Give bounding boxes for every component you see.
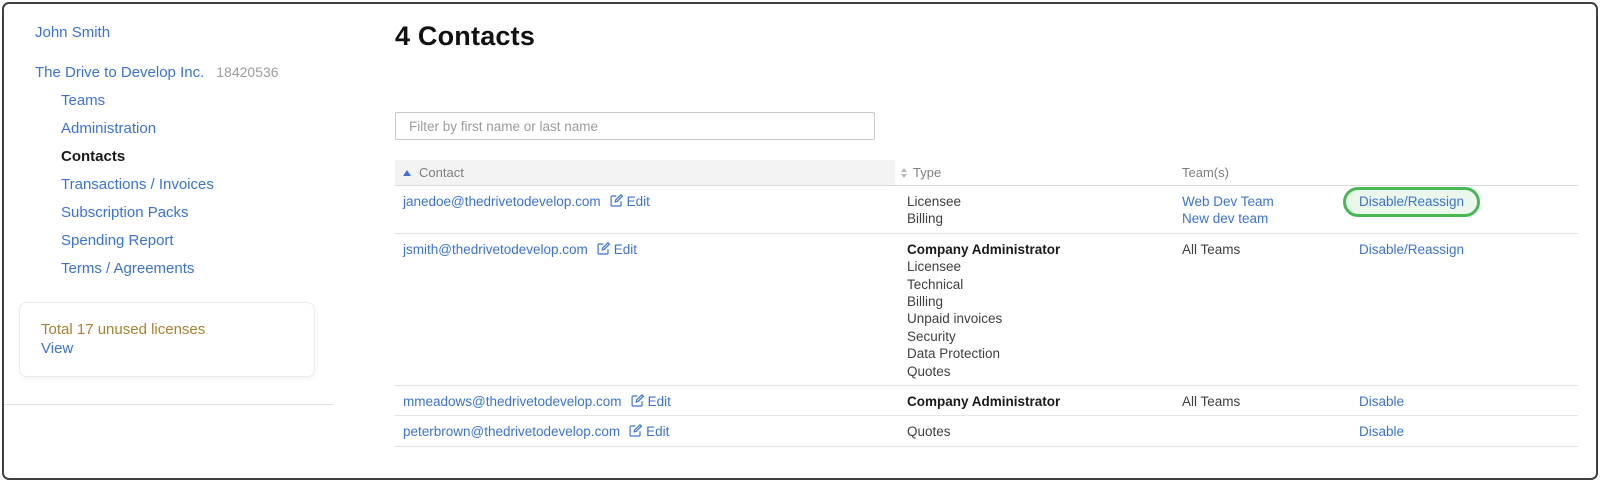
edit-link[interactable]: Edit (610, 193, 650, 210)
type-cell: Company Administrator Licensee Technical Bi… (895, 241, 1174, 380)
contacts-table: Contact Type Team(s) janedoe@thedrivetod… (395, 160, 1578, 447)
column-header-teams-label: Team(s) (1182, 165, 1229, 180)
action-cell: Disable (1342, 393, 1578, 410)
sidebar-org-link[interactable]: The Drive to Develop Inc. (35, 64, 205, 81)
teams-cell: All Teams (1174, 241, 1342, 258)
sidebar-item-subscription-packs[interactable]: Subscription Packs (61, 204, 189, 221)
type-line: Quotes (907, 363, 951, 379)
type-line: Company Administrator (907, 241, 1061, 257)
column-header-teams: Team(s) (1174, 165, 1342, 180)
disable-link[interactable]: Disable (1359, 394, 1405, 410)
type-cell: Quotes (895, 423, 1174, 440)
edit-icon (629, 423, 643, 440)
contact-email-link[interactable]: janedoe@thedrivetodevelop.com (403, 194, 601, 209)
type-line: Billing (907, 294, 944, 310)
team-link[interactable]: New dev team (1182, 211, 1269, 227)
type-line: Security (907, 328, 956, 344)
table-row: peterbrown@thedrivetodevelop.com Edit Quot… (395, 416, 1578, 447)
team-text: All Teams (1182, 394, 1241, 410)
contact-cell: peterbrown@thedrivetodevelop.com Edit (395, 423, 895, 440)
sort-ascending-icon (403, 169, 411, 176)
sidebar-item-transactions-invoices[interactable]: Transactions / Invoices (61, 176, 214, 193)
edit-link[interactable]: Edit (597, 241, 637, 258)
contact-cell: mmeadows@thedrivetodevelop.com Edit (395, 393, 895, 410)
disable-reassign-link[interactable]: Disable/Reassign (1359, 241, 1465, 257)
column-header-contact-label: Contact (419, 165, 464, 180)
edit-link-label: Edit (613, 241, 638, 257)
disable-reassign-link[interactable]: Disable/Reassign (1359, 194, 1465, 209)
type-line: Billing (907, 211, 944, 227)
contact-email-link[interactable]: peterbrown@thedrivetodevelop.com (403, 424, 621, 440)
edit-link[interactable]: Edit (631, 393, 671, 410)
type-line: Technical (907, 276, 964, 292)
table-header-row: Contact Type Team(s) (395, 160, 1578, 186)
contact-email-link[interactable]: mmeadows@thedrivetodevelop.com (403, 394, 622, 410)
column-header-contact[interactable]: Contact (395, 160, 895, 185)
team-text: All Teams (1182, 241, 1241, 257)
sidebar: John Smith The Drive to Develop Inc. 184… (4, 4, 349, 405)
type-cell: Licensee Billing (895, 193, 1174, 228)
sidebar-user-link[interactable]: John Smith (35, 24, 111, 41)
table-row: janedoe@thedrivetodevelop.com Edit License… (395, 186, 1578, 234)
sidebar-nav: Teams Administration Contacts Transactions … (61, 93, 349, 277)
column-header-type-label: Type (913, 165, 942, 180)
sort-both-icon (901, 167, 907, 178)
edit-link[interactable]: Edit (629, 423, 669, 440)
disable-link[interactable]: Disable (1359, 424, 1405, 440)
edit-icon (597, 241, 611, 258)
sidebar-item-spending-report[interactable]: Spending Report (61, 232, 174, 249)
type-line: Unpaid invoices (907, 311, 1003, 327)
edit-icon (631, 393, 644, 410)
table-row: mmeadows@thedrivetodevelop.com Edit Compan… (395, 386, 1578, 417)
teams-cell: All Teams (1174, 393, 1342, 410)
action-highlight-annotation: Disable/Reassign (1343, 187, 1481, 218)
edit-link-label: Edit (626, 194, 650, 209)
table-body: janedoe@thedrivetodevelop.com Edit License… (395, 186, 1578, 447)
column-header-type[interactable]: Type (895, 165, 1174, 180)
contact-cell: jsmith@thedrivetodevelop.com Edit (395, 241, 895, 258)
page-title: 4 Contacts (395, 21, 536, 51)
sidebar-org-row: The Drive to Develop Inc. 18420536 (35, 64, 349, 81)
action-cell: Disable/Reassign (1342, 241, 1578, 258)
sidebar-divider (4, 404, 333, 405)
sidebar-item-administration[interactable]: Administration (61, 120, 157, 137)
license-box-view-link[interactable]: View (41, 340, 74, 357)
type-line: Quotes (907, 424, 951, 440)
license-box-message: Total 17 unused licenses (41, 321, 206, 338)
type-line: Licensee (907, 259, 962, 275)
action-cell: Disable (1342, 423, 1578, 440)
sidebar-item-contacts[interactable]: Contacts (61, 148, 126, 165)
license-box: Total 17 unused licenses View (19, 302, 315, 377)
action-cell: Disable/Reassign (1342, 187, 1578, 218)
edit-link-label: Edit (647, 394, 671, 410)
contact-filter-input[interactable] (395, 112, 875, 140)
table-row: jsmith@thedrivetodevelop.com Edit Company … (395, 234, 1578, 387)
edit-link-label: Edit (646, 424, 670, 440)
main-content: 4 Contacts Contact Type Team(s) janedoe@… (395, 4, 1578, 447)
type-line: Company Administrator (907, 394, 1061, 410)
org-id: 18420536 (216, 64, 279, 80)
type-line: Data Protection (907, 346, 1001, 362)
contact-cell: janedoe@thedrivetodevelop.com Edit (395, 193, 895, 210)
sidebar-item-terms-agreements[interactable]: Terms / Agreements (61, 260, 195, 277)
sidebar-item-teams[interactable]: Teams (61, 92, 106, 109)
edit-icon (610, 193, 623, 210)
team-link[interactable]: Web Dev Team (1182, 194, 1274, 209)
teams-cell: Web Dev Team New dev team (1174, 193, 1342, 228)
type-cell: Company Administrator (895, 393, 1174, 410)
type-line: Licensee (907, 194, 962, 209)
contact-email-link[interactable]: jsmith@thedrivetodevelop.com (403, 241, 588, 257)
